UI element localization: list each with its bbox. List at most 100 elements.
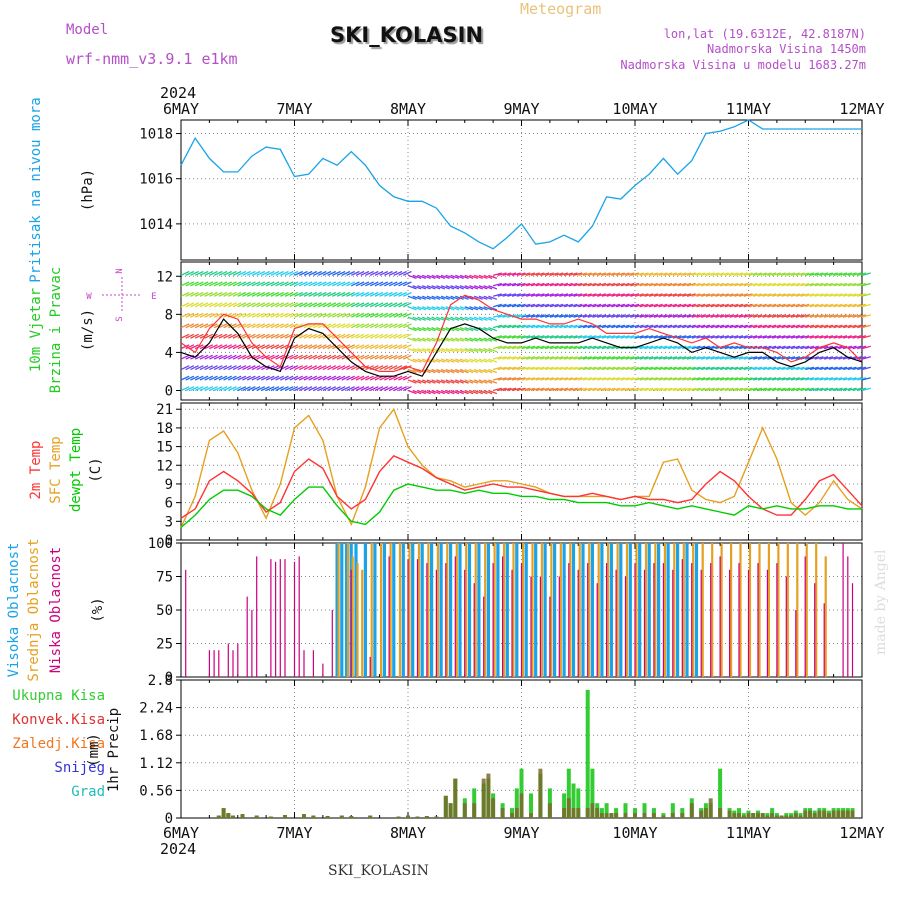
wind-barb <box>284 291 294 297</box>
wind-barb <box>346 312 355 318</box>
cloud-high-bar <box>638 543 642 677</box>
wind-barb <box>634 282 644 287</box>
cloud-high-bar <box>420 543 424 677</box>
precip-conv-bar <box>302 814 306 818</box>
wind-barb <box>753 387 763 392</box>
wind-barb <box>658 272 668 276</box>
wind-barb <box>298 386 308 392</box>
wind-barb <box>421 347 431 353</box>
wind-barb <box>852 387 862 392</box>
wind-barb <box>738 377 748 381</box>
wind-barb <box>194 281 204 287</box>
wind-barb <box>379 375 389 381</box>
wind-barb <box>459 274 469 280</box>
wind-barb <box>667 345 677 350</box>
wind-barb <box>734 345 744 350</box>
precip-conv-bar <box>571 808 576 818</box>
wind-barb <box>568 303 578 308</box>
y-tick-label: 4 <box>165 345 173 361</box>
wind-barb <box>204 302 214 308</box>
wind-barb <box>800 387 810 392</box>
wind-barb <box>355 333 365 339</box>
wind-barb <box>417 337 427 342</box>
wind-barb <box>516 314 526 318</box>
wind-barb <box>526 366 536 371</box>
wind-barb <box>213 386 223 392</box>
wind-barb <box>809 356 819 360</box>
compass-letter: W <box>86 292 92 302</box>
footer-station: SKI_KOLASIN <box>328 863 429 879</box>
wind-barb <box>232 344 242 350</box>
wind-barb <box>833 387 843 392</box>
wind-barb <box>861 272 871 276</box>
wind-barb <box>771 303 781 308</box>
wind-barb <box>246 270 256 276</box>
y-tick-label: 0 <box>165 383 173 399</box>
wind-barb <box>199 312 209 318</box>
wind-barb <box>228 386 237 392</box>
precip-conv-bar <box>784 815 789 818</box>
precip-conv-bar <box>614 813 619 818</box>
year-top: 2024 <box>160 84 196 102</box>
wind-barb <box>611 293 621 297</box>
wind-barb <box>384 270 393 276</box>
wind-barb <box>719 366 729 371</box>
wind-barb <box>402 312 412 318</box>
wind-barb <box>209 312 218 318</box>
cloud-low-bar <box>823 603 825 677</box>
cloud-low-bar <box>587 563 589 677</box>
precip-total-bar <box>599 808 604 818</box>
wind-barb <box>492 335 502 339</box>
precip-conv-bar <box>770 813 775 818</box>
wind-barb <box>748 324 758 329</box>
wind-barb <box>795 356 805 360</box>
wind-barb <box>724 345 734 350</box>
wind-barb <box>412 368 422 374</box>
cloud-mid-bar <box>465 543 468 677</box>
wind-barb <box>540 293 550 297</box>
wind-barb <box>398 291 407 297</box>
wind-barb <box>308 365 318 371</box>
wind-barb <box>615 324 625 329</box>
wind-barb <box>209 354 218 360</box>
wind-barb <box>705 282 715 287</box>
wind-barb <box>587 335 597 339</box>
wind-barb <box>563 335 573 339</box>
wind-gust-line <box>180 294 863 373</box>
wind-barb <box>753 293 763 297</box>
wind-barb <box>682 272 692 276</box>
wind-barb <box>805 293 815 297</box>
wind-barb <box>384 375 393 381</box>
wind-barb <box>757 377 767 381</box>
wind-barb <box>663 356 673 360</box>
wind-barb <box>426 347 436 353</box>
y-tick-label: 50 <box>156 603 173 619</box>
wind-barb <box>592 303 602 308</box>
wind-barb <box>790 272 800 276</box>
wind-barb <box>327 291 337 297</box>
wind-barb <box>682 387 692 392</box>
wind-barb <box>450 358 460 363</box>
cloud-mid-bar <box>777 543 780 677</box>
wind-barb <box>199 354 209 360</box>
cloud-low-bar <box>577 569 579 677</box>
wind-barb <box>209 365 218 371</box>
wind-barb <box>639 335 649 339</box>
wind-barb <box>563 366 573 371</box>
wind-barb <box>275 344 284 350</box>
cloud-high-bar <box>571 543 576 677</box>
top-day-label: 7MAY <box>276 100 312 118</box>
wind-barb <box>421 306 431 311</box>
wind-barb <box>298 344 308 350</box>
wind-barb <box>639 293 649 297</box>
wind-barb <box>365 281 374 287</box>
wind-barb <box>606 272 616 276</box>
cloud-high-bar <box>401 543 405 677</box>
wind-barb <box>232 333 242 339</box>
cloud-mid-bar <box>739 543 742 677</box>
wind-barb <box>578 345 588 350</box>
wind-barb <box>838 366 848 371</box>
wind-barb <box>402 270 412 276</box>
wind-barb <box>256 270 266 276</box>
wind-barb <box>743 377 753 381</box>
